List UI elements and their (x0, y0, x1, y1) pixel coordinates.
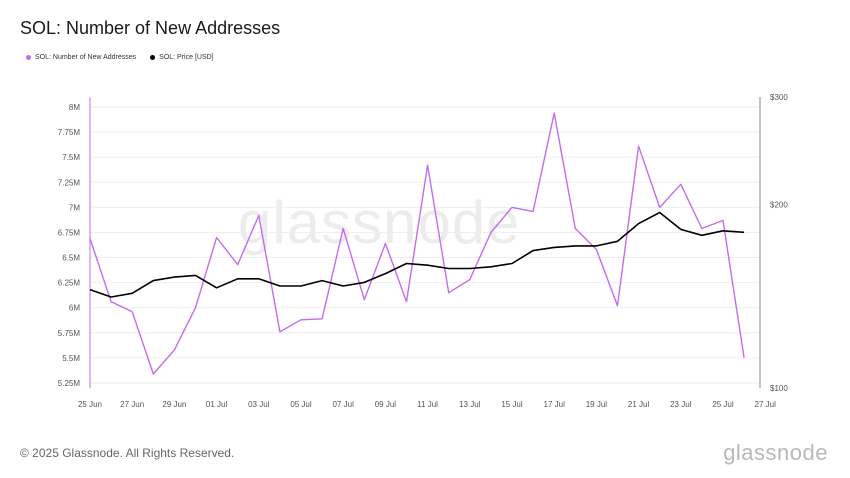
legend-swatch-price (150, 55, 156, 60)
brand-logo: glassnode (723, 440, 828, 465)
copyright-footer: © 2025 Glassnode. All Rights Reserved. (20, 446, 235, 460)
legend-label-price: SOL: Price [USD] (159, 54, 214, 61)
legend-swatch-addresses (26, 55, 31, 60)
x-tick-label: 09 Jul (375, 400, 397, 409)
y-left-tick-label: 5.5M (62, 354, 80, 363)
y-right-tick-label: $300 (770, 93, 788, 102)
y-left-tick-label: 7.5M (62, 153, 80, 162)
x-tick-label: 27 Jul (755, 400, 777, 409)
x-tick-label: 07 Jul (333, 400, 355, 409)
x-tick-label: 11 Jul (417, 400, 438, 409)
y-left-tick-label: 5.75M (58, 329, 81, 338)
legend-item-addresses[interactable]: SOL: Number of New Addresses (26, 54, 136, 61)
y-left-tick-label: 8M (69, 103, 80, 112)
y-right-tick-label: $200 (770, 200, 788, 209)
chart-title: SOL: Number of New Addresses (20, 18, 281, 38)
y-left-tick-label: 7.25M (58, 178, 81, 187)
x-tick-label: 25 Jun (78, 400, 102, 409)
legend: SOL: Number of New Addresses SOL: Price … (26, 54, 214, 61)
x-tick-label: 05 Jul (290, 400, 312, 409)
x-tick-label: 03 Jul (248, 400, 270, 409)
legend-label-addresses: SOL: Number of New Addresses (35, 54, 137, 61)
y-left-tick-label: 7.75M (58, 128, 81, 137)
y-left-tick-label: 5.25M (58, 379, 81, 388)
series-line-new-addresses (89, 112, 745, 375)
x-tick-label: 27 Jun (120, 400, 144, 409)
watermark: glassnode (238, 189, 521, 256)
series-line-price (89, 211, 745, 298)
y-right-tick-label: $100 (770, 384, 788, 393)
x-tick-label: 13 Jul (459, 400, 481, 409)
x-tick-label: 17 Jul (544, 400, 566, 409)
x-tick-label: 01 Jul (206, 400, 228, 409)
x-tick-label: 23 Jul (670, 400, 692, 409)
y-left-tick-label: 6.75M (58, 228, 81, 237)
x-tick-label: 29 Jun (162, 400, 186, 409)
x-tick-label: 19 Jul (586, 400, 608, 409)
x-tick-label: 21 Jul (628, 400, 650, 409)
x-tick-label: 25 Jul (712, 400, 734, 409)
y-left-tick-label: 6M (69, 304, 80, 313)
y-left-tick-label: 6.25M (58, 279, 81, 288)
x-tick-label: 15 Jul (501, 400, 523, 409)
y-left-tick-label: 6.5M (62, 254, 80, 263)
y-left-tick-label: 7M (69, 203, 80, 212)
legend-item-price[interactable]: SOL: Price [USD] (150, 54, 214, 61)
